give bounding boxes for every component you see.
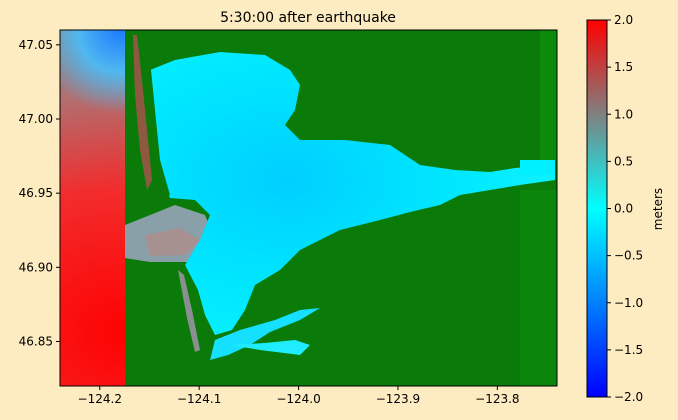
colorbar-tick-label: 1.5 xyxy=(614,60,633,74)
y-tick-label: 46.85 xyxy=(19,335,53,349)
x-tick-label: −124.2 xyxy=(78,392,122,406)
bay-water xyxy=(145,52,555,335)
north-spit-detail xyxy=(133,35,152,190)
x-tick-label: −123.9 xyxy=(376,392,420,406)
colorbar-tick-label: −2.0 xyxy=(614,390,643,404)
south-spit-detail xyxy=(178,270,200,352)
colorbar-tick-label: 2.0 xyxy=(614,13,633,27)
colorbar xyxy=(586,19,608,398)
east-lowres-block xyxy=(540,30,557,160)
y-axis: 46.85 46.90 46.95 47.00 47.05 xyxy=(19,38,60,349)
y-tick-label: 47.00 xyxy=(19,112,53,126)
east-water-block xyxy=(520,160,555,175)
south-bay-water xyxy=(210,308,320,360)
x-tick-label: −123.8 xyxy=(475,392,519,406)
inlet-channel xyxy=(145,228,200,256)
colorbar-ticks: −2.0 −1.5 −1.0 −0.5 0.0 0.5 1.0 1.5 2.0 xyxy=(607,13,643,404)
plot-frame xyxy=(59,29,558,387)
chart-title: 5:30:00 after earthquake xyxy=(220,10,396,26)
x-tick-label: −124.1 xyxy=(177,392,221,406)
south-channel-water xyxy=(230,340,310,355)
colorbar-tick-label: −0.5 xyxy=(614,249,643,263)
y-tick-label: 47.05 xyxy=(19,38,53,52)
colorbar-label: meters xyxy=(651,188,665,230)
colorbar-tick-label: −1.5 xyxy=(614,343,643,357)
y-tick-label: 46.90 xyxy=(19,260,53,274)
x-axis: −124.2 −124.1 −124.0 −123.9 −123.8 xyxy=(78,386,520,406)
x-tick-label: −124.0 xyxy=(276,392,320,406)
colorbar-tick-label: 0.5 xyxy=(614,154,633,168)
colorbar-tick-label: −1.0 xyxy=(614,296,643,310)
y-tick-label: 46.95 xyxy=(19,186,53,200)
colorbar-tick-label: 1.0 xyxy=(614,107,633,121)
plot-area xyxy=(60,30,557,386)
colorbar-tick-label: 0.0 xyxy=(614,202,633,216)
east-lowres-block-2 xyxy=(520,190,557,386)
